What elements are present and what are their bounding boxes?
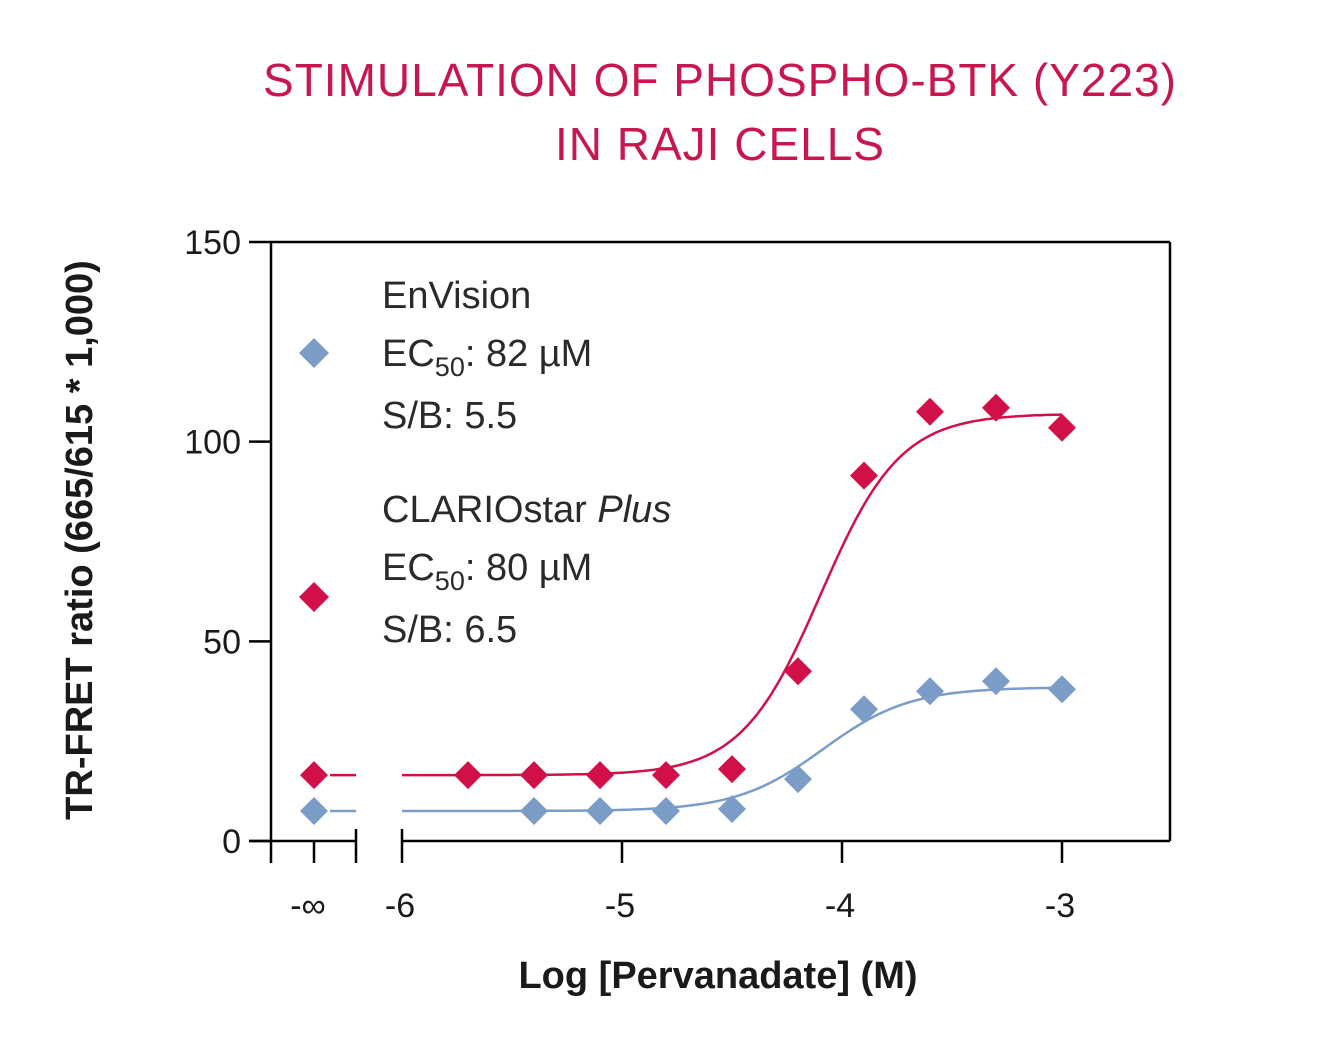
x-axis: -∞ -6 -5 -4 -3 <box>290 841 1075 925</box>
data-point-envision-zero <box>300 797 328 826</box>
x-tick-label: -4 <box>825 887 855 925</box>
data-point-envision <box>982 667 1010 696</box>
chart-title-line-2: IN RAJI CELLS <box>555 118 885 170</box>
legend-clariostar-sb: S/B: 6.5 <box>382 609 517 651</box>
y-tick-label: 50 <box>203 623 241 661</box>
fit-curve-envision <box>402 686 1062 813</box>
data-point-clariostar <box>652 761 680 790</box>
y-tick-label: 150 <box>184 224 241 262</box>
data-point-clariostar <box>1048 413 1076 442</box>
data-point-clariostar <box>982 393 1010 422</box>
data-point-clariostar <box>454 761 482 790</box>
data-points <box>300 393 1076 826</box>
data-point-envision <box>652 797 680 826</box>
x-tick-label: -6 <box>385 887 415 925</box>
data-point-clariostar <box>850 461 878 490</box>
plot-frame <box>249 240 1172 863</box>
legend-clariostar-ec50: EC50: 80 µM <box>382 547 592 596</box>
x-tick-label: -5 <box>605 887 635 925</box>
chart-title-line-1: STIMULATION OF PHOSPHO-BTK (Y223) <box>263 54 1177 106</box>
data-point-envision <box>784 765 812 794</box>
legend-marker-clariostar <box>299 582 329 612</box>
data-point-clariostar <box>916 397 944 426</box>
legend-clariostar-name: CLARIOstar Plus <box>382 489 671 531</box>
y-tick-label: 0 <box>222 823 241 861</box>
data-point-clariostar <box>784 657 812 686</box>
data-point-envision <box>586 797 614 826</box>
y-axis-title: TR-FRET ratio (665/615 * 1,000) <box>59 260 101 820</box>
legend-envision-name: EnVision <box>382 275 531 317</box>
y-axis: 0 50 100 150 <box>184 224 271 861</box>
legend-envision-ec50: EC50: 82 µM <box>382 333 592 382</box>
data-point-envision <box>1048 675 1076 704</box>
fit-curve-clariostar <box>402 413 1062 777</box>
y-tick-label: 100 <box>184 424 241 462</box>
data-point-envision <box>850 695 878 724</box>
legend-envision-sb: S/B: 5.5 <box>382 395 517 437</box>
x-tick-label: -3 <box>1045 887 1075 925</box>
data-point-clariostar <box>718 755 746 784</box>
data-point-envision <box>520 797 548 826</box>
legend: EnVision EC50: 82 µM S/B: 5.5 CLARIOstar… <box>299 275 671 651</box>
x-axis-title: Log [Pervanadate] (M) <box>518 955 917 997</box>
x-tick-label: -∞ <box>290 887 326 925</box>
data-point-envision <box>718 795 746 824</box>
data-point-clariostar <box>520 761 548 790</box>
data-point-clariostar-zero <box>300 761 328 790</box>
data-point-envision <box>916 677 944 706</box>
legend-marker-envision <box>299 338 329 368</box>
data-point-clariostar <box>586 761 614 790</box>
